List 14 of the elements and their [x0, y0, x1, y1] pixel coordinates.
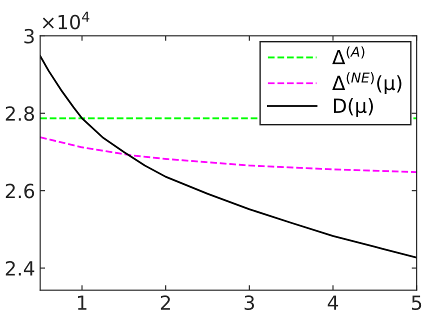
legend-label: Δ$^{(NE)}$(μ) — [332, 72, 402, 94]
legend-label: D(μ) — [334, 98, 373, 117]
x-tick-label: 2 — [160, 295, 170, 310]
text: ×10$^{4}$ — [42, 12, 90, 30]
line-series — [40, 136, 417, 173]
x-tick-label: 4 — [328, 296, 338, 310]
y-tick-label: 2.8 — [6, 106, 34, 121]
x-tick-label: 5 — [412, 296, 422, 310]
x-tick-label: 3 — [244, 295, 254, 310]
y-tick-label: 2.4 — [6, 261, 34, 276]
y-tick-label: 2.6 — [6, 184, 34, 198]
x-tick-label: 1 — [78, 296, 86, 310]
y-tick-label: 3 — [24, 28, 34, 44]
legend-label: Δ$^{(A)}$ — [332, 46, 364, 64]
